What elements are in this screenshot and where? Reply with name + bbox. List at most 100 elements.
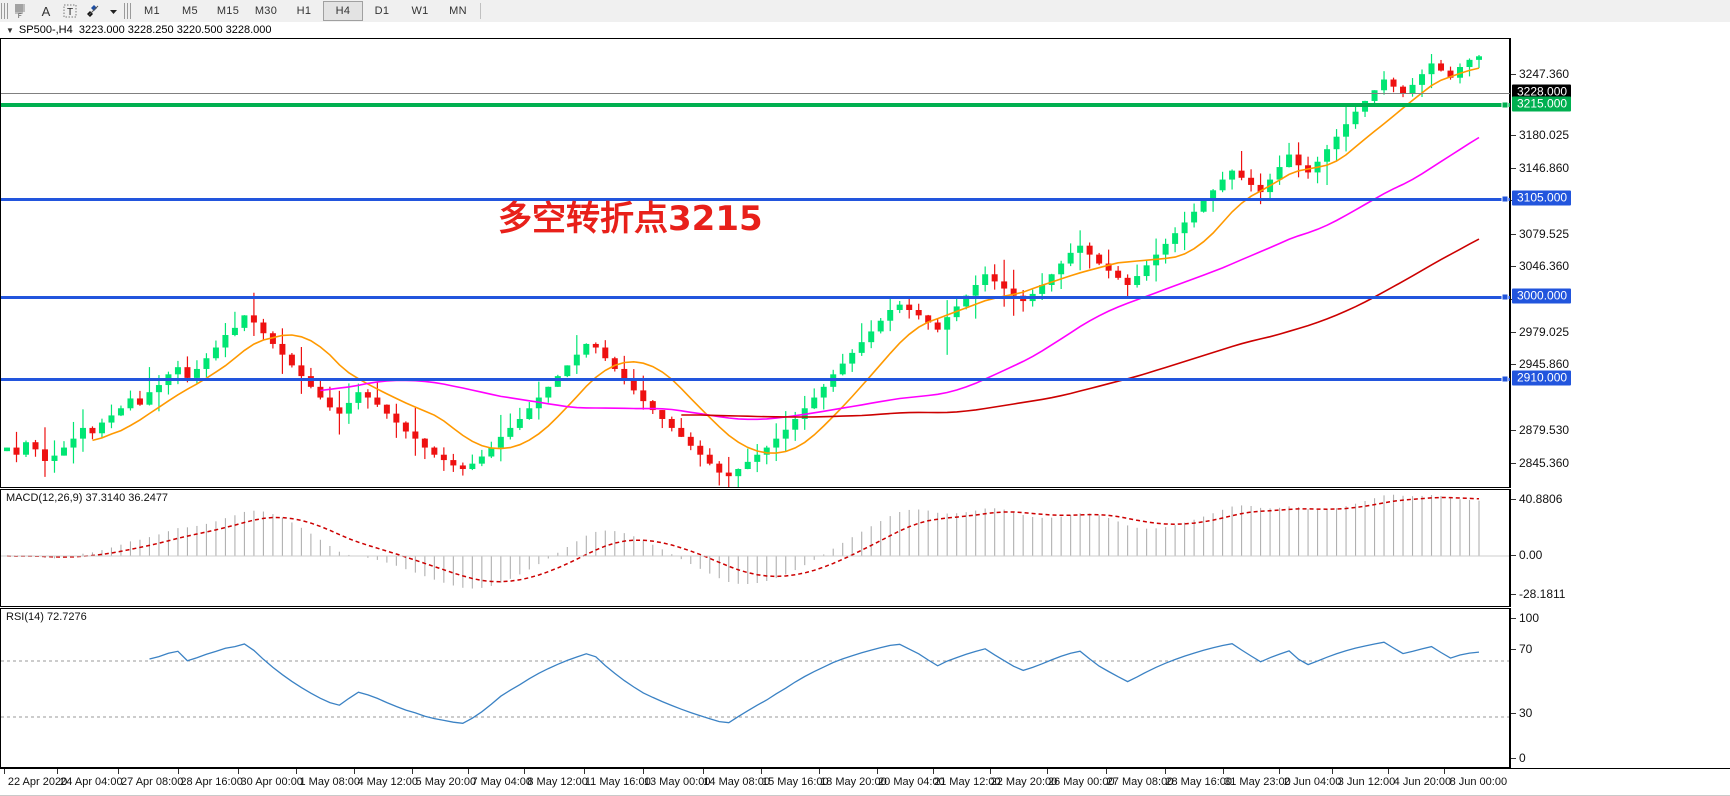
time-axis-label: 22 Apr 2020 bbox=[7, 776, 68, 788]
time-tick bbox=[118, 769, 120, 774]
axis-tick: 2979.025 bbox=[1510, 325, 1570, 339]
axis-tick: 2879.530 bbox=[1510, 423, 1570, 437]
timeframe-toolbar-grip[interactable] bbox=[124, 3, 131, 19]
chart-annotation-text[interactable]: 多空转折点3215 bbox=[498, 199, 763, 239]
ma-fast-line bbox=[92, 67, 1480, 454]
rsi-plot bbox=[1, 641, 1509, 724]
time-tick bbox=[1223, 769, 1225, 774]
time-axis-label: 18 May 20:00 bbox=[820, 776, 887, 788]
timeframe-h4[interactable]: H4 bbox=[323, 1, 363, 21]
timeframe-w1[interactable]: W1 bbox=[411, 5, 429, 17]
toolbar-grip[interactable] bbox=[1, 3, 8, 19]
price-level-line[interactable] bbox=[1, 296, 1511, 299]
price-level-handle[interactable] bbox=[1501, 375, 1509, 383]
price-tag[interactable]: 3228.000 bbox=[1512, 84, 1572, 100]
time-axis-label: 28 Apr 16:00 bbox=[180, 776, 243, 788]
timeframe-mn[interactable]: MN bbox=[449, 5, 467, 17]
price-tag[interactable]: 3215.000 bbox=[1512, 96, 1572, 112]
timeframe-m1[interactable]: M1 bbox=[144, 5, 160, 17]
time-tick bbox=[411, 769, 413, 774]
time-axis-label: 22 May 20:00 bbox=[990, 776, 1058, 788]
axis-tick: 3146.860 bbox=[1510, 161, 1570, 175]
time-tick bbox=[1332, 769, 1334, 774]
price-level-handle[interactable] bbox=[1501, 195, 1509, 203]
toolbar: F A T M1 M5 M15 M30 H1 H4 bbox=[0, 0, 1730, 23]
time-tick bbox=[57, 769, 59, 774]
text-box-t-icon[interactable]: T bbox=[58, 1, 82, 21]
rsi-indicator-panel[interactable]: RSI(14) 72.7276 bbox=[0, 608, 1510, 768]
axis-tick: 2845.360 bbox=[1510, 456, 1570, 470]
axis-tick: 0.00 bbox=[1510, 548, 1543, 562]
time-tick bbox=[877, 769, 879, 774]
timeframe-m15[interactable]: M15 bbox=[216, 5, 240, 17]
time-axis-label: 13 May 00:00 bbox=[643, 776, 711, 788]
time-axis-label: 30 Apr 00:00 bbox=[240, 776, 303, 788]
axis-tick: 2945.860 bbox=[1510, 357, 1570, 371]
time-tick bbox=[3, 769, 5, 774]
price-level-line[interactable] bbox=[1, 378, 1511, 381]
price-level-handle[interactable] bbox=[1501, 293, 1509, 301]
chevron-down-icon[interactable] bbox=[106, 1, 120, 21]
time-axis-label: 26 May 00:00 bbox=[1047, 776, 1115, 788]
macd-indicator-panel[interactable]: MACD(12,26,9) 37.3140 36.2477 bbox=[0, 489, 1510, 607]
time-axis-label: 4 Jun 20:00 bbox=[1393, 776, 1452, 788]
time-tick bbox=[1164, 769, 1166, 774]
axis-tick: 3046.360 bbox=[1510, 259, 1570, 273]
text-label-a-icon[interactable]: A bbox=[41, 3, 51, 19]
axis-tick: 0 bbox=[1511, 751, 1526, 765]
price-level-handle[interactable] bbox=[1501, 101, 1509, 109]
toolbar-divider bbox=[480, 3, 481, 19]
rsi-axis: 100 70 30 0 bbox=[1510, 608, 1730, 768]
price-axis[interactable]: 3247.3603180.0253146.8603113.6953079.525… bbox=[1510, 38, 1730, 568]
axis-tick: -28.1811 bbox=[1510, 587, 1566, 601]
time-axis-label: 20 May 04:00 bbox=[878, 776, 945, 788]
time-tick bbox=[237, 769, 239, 774]
timeframe-m5[interactable]: M5 bbox=[182, 5, 198, 17]
time-tick bbox=[1105, 769, 1107, 774]
collapse-caret-icon[interactable]: ▼ bbox=[6, 25, 14, 35]
time-tick bbox=[523, 769, 525, 774]
time-tick bbox=[295, 769, 297, 774]
price-level-line[interactable] bbox=[1, 93, 1511, 94]
rsi-label: RSI(14) 72.7276 bbox=[5, 611, 88, 623]
time-axis-label: 8 Jun 00:00 bbox=[1449, 776, 1508, 788]
time-tick bbox=[1047, 769, 1049, 774]
price-tag[interactable]: 3105.000 bbox=[1512, 190, 1572, 206]
time-axis-label: 5 May 20:00 bbox=[415, 776, 477, 788]
price-tag[interactable]: 3000.000 bbox=[1512, 288, 1572, 304]
time-tick bbox=[702, 769, 704, 774]
time-axis-label: 28 May 16:00 bbox=[1165, 776, 1233, 788]
time-axis-label: 31 May 23:00 bbox=[1224, 776, 1291, 788]
crosshair-f-icon[interactable]: F bbox=[10, 1, 34, 21]
time-axis-label: 1 May 08:00 bbox=[299, 776, 361, 788]
axis-tick: 70 bbox=[1510, 642, 1533, 656]
axis-tick: 30 bbox=[1510, 706, 1533, 720]
time-tick bbox=[989, 769, 991, 774]
axis-tick: 40.8806 bbox=[1510, 492, 1563, 506]
price-level-line[interactable] bbox=[1, 103, 1511, 107]
timeframe-m30[interactable]: M30 bbox=[254, 5, 278, 17]
svg-text:F: F bbox=[18, 14, 22, 19]
time-axis-label: 11 May 16:00 bbox=[584, 776, 651, 788]
price-tag[interactable]: 2910.000 bbox=[1512, 370, 1572, 386]
time-axis-label: 14 May 08:00 bbox=[703, 776, 770, 788]
time-axis-label: 24 Apr 04:00 bbox=[60, 776, 123, 788]
axis-tick: 3079.525 bbox=[1510, 227, 1570, 241]
macd-label: MACD(12,26,9) 37.3140 36.2477 bbox=[5, 492, 170, 504]
time-axis[interactable]: 22 Apr 2020 24 Apr 04:00 27 Apr 08:00 28 Ap… bbox=[0, 768, 1730, 796]
objects-diamond-icon[interactable] bbox=[82, 1, 106, 21]
price-chart-panel[interactable]: 多空转折点3215 bbox=[0, 38, 1511, 488]
symbol-ohlc-text: SP500-,H4 3223.000 3228.250 3220.500 322… bbox=[18, 24, 272, 36]
timeframe-h1[interactable]: H1 bbox=[296, 5, 312, 17]
time-tick bbox=[1278, 769, 1280, 774]
time-axis-label: 21 May 12:00 bbox=[933, 776, 1001, 788]
ma-mid-line bbox=[320, 136, 1480, 421]
time-tick bbox=[819, 769, 821, 774]
time-tick bbox=[643, 769, 645, 774]
price-level-line[interactable] bbox=[1, 198, 1511, 201]
time-tick bbox=[1444, 769, 1446, 774]
axis-tick: 3180.025 bbox=[1510, 128, 1570, 142]
timeframe-d1[interactable]: D1 bbox=[374, 5, 390, 17]
time-axis-label: 8 May 12:00 bbox=[527, 776, 588, 788]
ma-slow-line bbox=[681, 238, 1480, 418]
